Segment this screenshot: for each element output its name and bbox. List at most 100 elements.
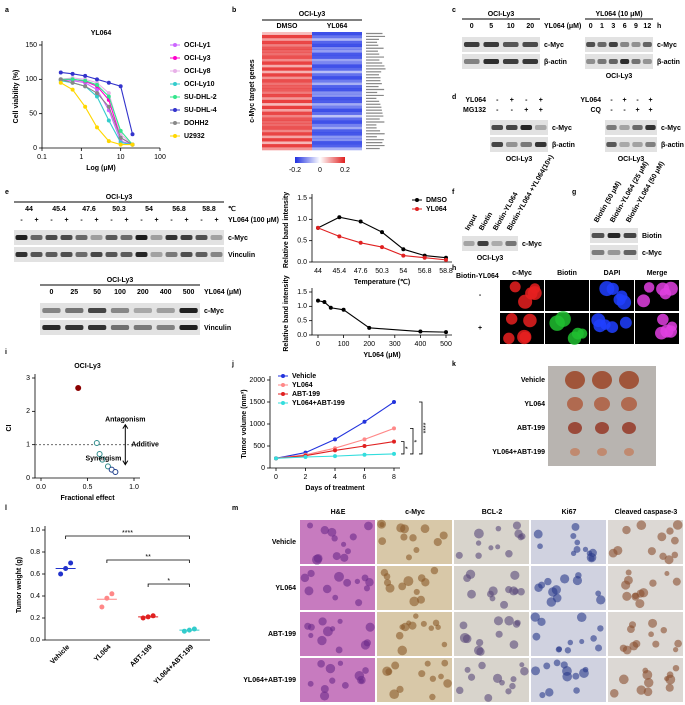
data-point	[337, 215, 342, 220]
nucleus	[428, 625, 435, 631]
data-point	[94, 94, 99, 99]
treatment-sign: -	[511, 107, 514, 114]
nucleus	[531, 666, 541, 676]
lane-label: 6	[623, 23, 627, 30]
nucleus	[400, 533, 408, 541]
band	[491, 142, 504, 147]
sig-bracket	[147, 583, 190, 587]
nucleus	[488, 545, 494, 551]
treatment-label: MG132	[463, 107, 486, 114]
x-tick-label: 1.0	[129, 484, 139, 491]
cell	[657, 313, 669, 326]
band	[591, 233, 605, 238]
nucleus	[625, 569, 632, 576]
legend-label: DOHH2	[184, 120, 209, 127]
band	[619, 142, 630, 147]
nucleus	[660, 626, 667, 634]
treatment-sign: -	[496, 107, 499, 114]
y-tick-label: 0.6	[30, 571, 40, 578]
data-point	[70, 77, 75, 82]
nucleus	[320, 525, 329, 535]
data-point	[140, 615, 146, 621]
nucleus	[609, 689, 619, 698]
band	[642, 42, 652, 47]
panel-label: m	[232, 505, 238, 512]
tumor	[621, 397, 637, 411]
x-tick-label: 400	[415, 341, 427, 348]
sig-label: *	[405, 446, 412, 449]
treatment-sign: +	[648, 97, 652, 104]
x-tick-label: 0	[316, 341, 320, 348]
nucleus	[553, 659, 561, 667]
treatment-sign: -	[610, 107, 613, 114]
lane-label: 47.6	[82, 206, 96, 213]
cell	[619, 316, 632, 329]
band	[491, 125, 504, 130]
band	[135, 235, 148, 240]
band	[15, 252, 28, 257]
nucleus	[443, 679, 452, 688]
band	[463, 241, 475, 246]
nucleus	[618, 674, 629, 685]
nucleus	[532, 632, 541, 641]
blot-membrane	[490, 137, 548, 152]
legend-label: OCI-Ly8	[184, 68, 211, 75]
nucleus	[539, 691, 546, 699]
data-point	[362, 452, 367, 457]
x-axis-label: YL064 (μM)	[363, 352, 400, 359]
nucleus	[409, 534, 417, 542]
nucleus	[672, 520, 683, 530]
band	[619, 125, 630, 130]
treatment-sign: -	[140, 217, 143, 224]
heatmap-cell	[262, 126, 312, 130]
nucleus	[475, 540, 482, 546]
tumor	[568, 422, 582, 434]
nucleus	[647, 547, 656, 556]
nucleus	[509, 682, 516, 690]
column-label: DMSO	[277, 23, 299, 30]
nucleus	[318, 617, 327, 626]
nucleus	[544, 577, 552, 586]
legend-label: OCI-Ly3	[184, 55, 211, 62]
nucleus	[332, 594, 339, 601]
heatmap-cell	[312, 34, 362, 39]
heatmap-cell	[312, 144, 362, 148]
panel-label: k	[452, 361, 456, 368]
nucleus	[572, 672, 580, 680]
nucleus	[433, 537, 442, 547]
data-point	[58, 571, 64, 577]
nucleus	[582, 546, 589, 552]
band	[30, 252, 43, 257]
nucleus	[331, 535, 338, 542]
nucleus	[441, 641, 448, 648]
heatmap-cell	[312, 88, 362, 92]
legend-swatch	[173, 82, 177, 86]
row-label: +	[478, 325, 482, 332]
nucleus	[398, 582, 407, 591]
heatmap-cell	[312, 82, 362, 86]
blot-membrane	[462, 37, 540, 52]
treatment-sign: +	[510, 97, 514, 104]
lane-label: 56.8	[172, 206, 186, 213]
lane-label: 54	[145, 206, 153, 213]
band	[463, 59, 480, 64]
y-tick-label: 1	[26, 442, 30, 449]
treatment-sign: +	[184, 217, 188, 224]
x-tick-label: 0.1	[37, 154, 47, 161]
blot-footer: OCI-Ly3	[506, 156, 533, 163]
data-point	[99, 604, 105, 610]
cell	[523, 313, 537, 328]
lane-label: 44	[25, 206, 33, 213]
nucleus	[505, 550, 513, 558]
heatmap-cell	[262, 114, 312, 118]
band	[88, 325, 107, 330]
cell	[663, 281, 678, 296]
heatmap-cell	[312, 120, 362, 124]
data-point	[94, 77, 99, 82]
column-label: Biotin	[557, 270, 577, 277]
y-tick-label: 1.0	[297, 216, 307, 223]
treatment-sign: +	[64, 217, 68, 224]
treatment-sign: +	[635, 107, 639, 114]
y-tick-label: 0.5	[297, 318, 307, 325]
treatment-sign: -	[110, 217, 113, 224]
